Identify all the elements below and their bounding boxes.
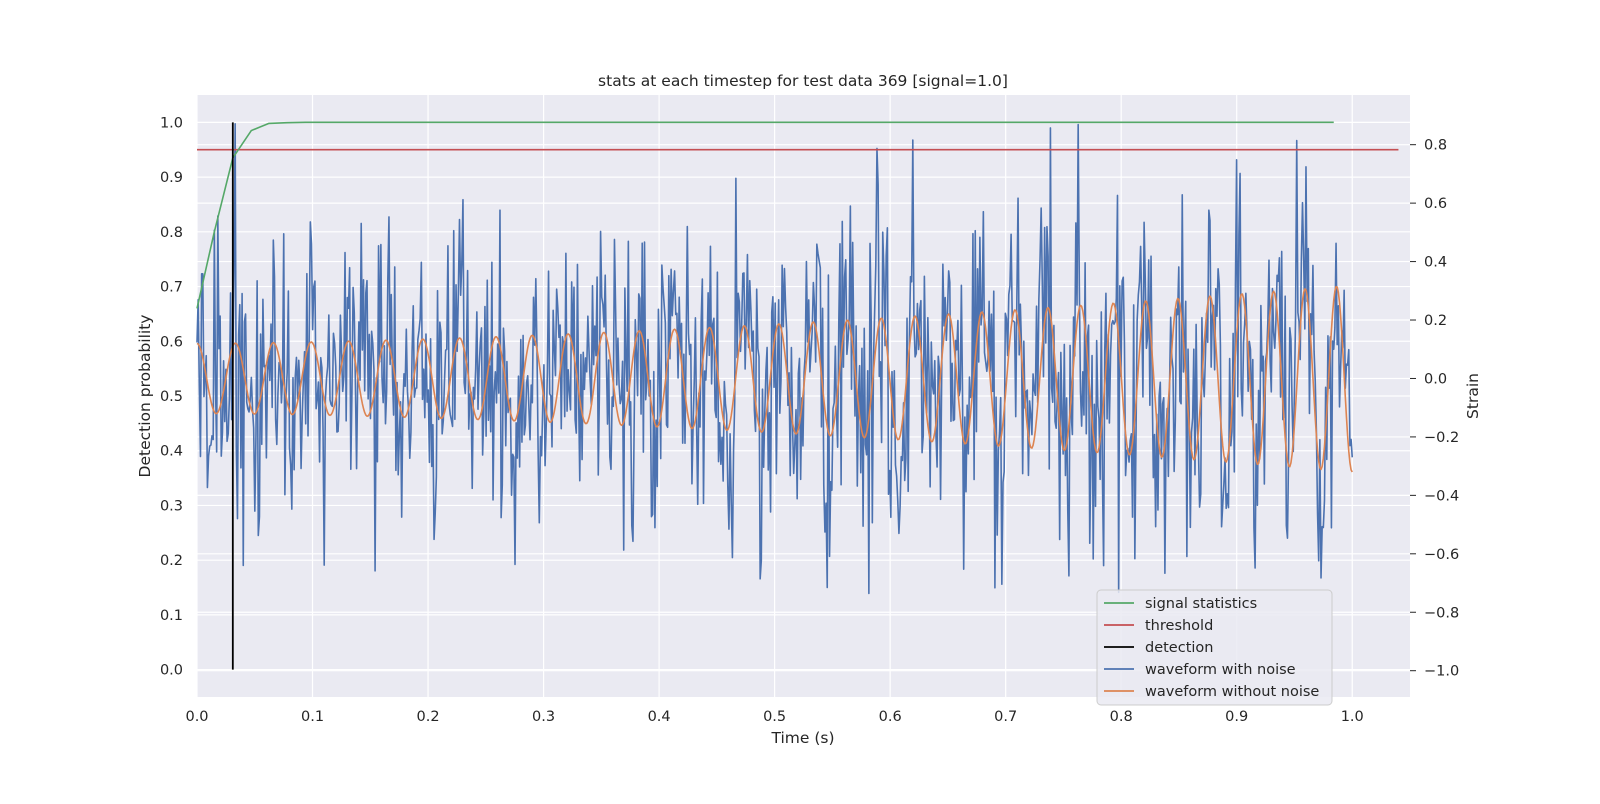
x-tick-label: 0.6 (879, 709, 902, 725)
y-tick-label-left: 0.3 (160, 498, 183, 514)
y-tick-label-right: −0.4 (1424, 488, 1459, 504)
y-axis-label-left: Detection probability (136, 315, 154, 478)
x-tick-label: 0.3 (532, 709, 555, 725)
series-line-signal-statistics (196, 121, 1334, 309)
x-tick-label: 0.0 (185, 709, 208, 725)
legend-box (1096, 589, 1333, 706)
x-tick-label: 0.4 (648, 709, 671, 725)
y-tick-label-right: −0.8 (1424, 605, 1459, 621)
legend: signal statistics threshold detection wa… (1096, 589, 1333, 706)
series-layer (196, 121, 1399, 670)
y-tick-label-right: 0.4 (1424, 255, 1447, 271)
x-tick-label: 0.8 (1110, 709, 1133, 725)
x-axis-label: Time (s) (770, 729, 834, 747)
x-tick-label: 0.5 (763, 709, 786, 725)
y-tick-label-left: 0.2 (160, 553, 183, 569)
chart-title: stats at each timestep for test data 369… (598, 72, 1008, 90)
y-tick-label-right: 0.8 (1424, 138, 1447, 154)
y-tick-label-right: −0.2 (1424, 430, 1459, 446)
y-tick-label-left: 0.7 (160, 280, 183, 296)
series-line-waveform-without-noise (196, 285, 1353, 473)
y-tick-label-left: 0.4 (160, 444, 183, 460)
y-tick-label-left: 0.0 (160, 663, 183, 679)
legend-label-signal-statistics: signal statistics (1145, 596, 1257, 612)
legend-label-waveform-without-noise: waveform without noise (1145, 684, 1319, 700)
y-tick-label-left: 0.9 (160, 170, 183, 186)
y-tick-label-right: 0.0 (1424, 371, 1447, 387)
axes-layer: 0.0 0.1 0.2 0.3 0.4 0.5 0.6 0.7 0.8 0.9 1.0 0.0 0.1 0… (160, 115, 1459, 725)
x-tick-label: 0.2 (417, 709, 440, 725)
y-tick-label-left: 1.0 (160, 115, 183, 131)
y-axis-label-right: Strain (1464, 373, 1482, 419)
legend-label-detection: detection (1145, 640, 1213, 656)
y-tick-label-left: 0.1 (160, 608, 183, 624)
y-tick-label-left: 0.5 (160, 389, 183, 405)
y-tick-label-right: 0.2 (1424, 313, 1447, 329)
x-tick-label: 0.1 (301, 709, 324, 725)
y-tick-label-left: 0.8 (160, 225, 183, 241)
x-tick-label: 0.7 (994, 709, 1017, 725)
y-tick-label-right: −1.0 (1424, 664, 1459, 680)
y-tick-label-right: 0.6 (1424, 196, 1447, 212)
legend-label-threshold: threshold (1145, 618, 1213, 634)
legend-label-waveform-with-noise: waveform with noise (1145, 662, 1296, 678)
x-tick-label: 1.0 (1341, 709, 1364, 725)
y-tick-label-right: −0.6 (1424, 547, 1459, 563)
x-tick-label: 0.9 (1225, 709, 1248, 725)
y-tick-label-left: 0.6 (160, 334, 183, 350)
